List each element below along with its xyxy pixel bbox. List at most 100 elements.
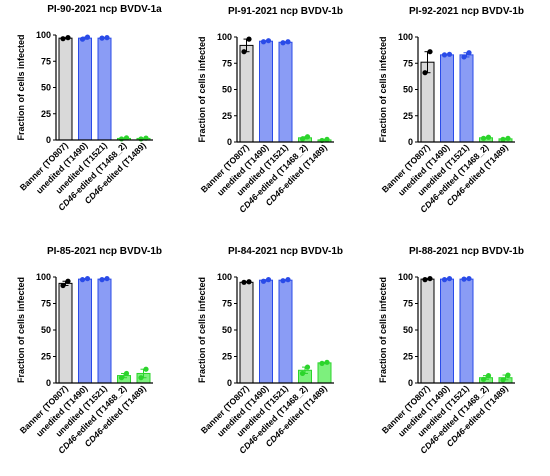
data-point [84,34,91,40]
y-tick-label: 25 [41,352,51,362]
data-point [99,277,105,283]
data-point [138,375,144,381]
chart-title: PI-90-2021 ncp BVDV-1a [47,4,162,15]
bar [239,281,254,384]
y-tick-label: 50 [41,83,51,93]
chart-title: PI-85-2021 ncp BVDV-1b [47,246,162,257]
data-point [427,275,433,282]
data-point [299,370,306,377]
data-point [466,275,472,282]
y-axis-label: Fraction of cells infected [378,277,388,383]
y-tick-label: 0 [46,135,51,145]
data-point [466,50,472,56]
data-point [427,49,433,55]
y-tick-label: 75 [41,299,51,309]
y-tick-label: 0 [408,378,413,388]
y-tick-label: 50 [222,325,232,335]
data-point [104,35,110,41]
y-tick-label: 0 [46,378,51,388]
y-tick-label: 50 [403,85,413,95]
chart-title: PI-88-2021 ncp BVDV-1b [409,246,524,257]
chart-panel-4: PI-85-2021 ncp BVDV-1b Fraction of cells … [16,246,162,456]
bar [97,37,112,141]
y-tick-label: 0 [408,137,413,147]
data-point [319,360,325,366]
data-point [143,366,149,372]
y-tick-label: 100 [217,272,232,282]
data-point [60,282,66,289]
data-point [500,136,506,142]
y-tick-label: 50 [41,325,51,335]
chart-title: PI-91-2021 ncp BVDV-1b [228,6,343,17]
data-point [265,277,272,283]
data-point [441,277,448,283]
data-point [123,370,130,377]
data-point [79,36,86,42]
data-point [265,38,272,44]
data-point [285,39,291,45]
y-tick-label: 75 [222,58,232,68]
data-point [324,359,330,365]
y-tick-label: 100 [398,272,413,282]
bar [78,37,92,141]
data-point [505,135,511,141]
chart-panel-6: PI-88-2021 ncp BVDV-1b Fraction of cells … [378,246,524,456]
chart-panel-5: PI-84-2021 ncp BVDV-1b Fraction of cells … [197,246,343,456]
data-point [285,277,291,283]
y-tick-label: 75 [403,58,413,68]
y-tick-label: 100 [398,32,413,42]
bar [278,279,293,384]
data-point [299,136,306,142]
bar [440,54,454,143]
data-point [422,277,428,283]
bar [459,54,474,143]
data-point [60,36,66,42]
y-tick-label: 25 [222,111,232,121]
y-tick-label: 75 [222,299,232,309]
y-tick-label: 50 [403,325,413,335]
bar [420,278,435,384]
data-point [260,278,267,284]
y-tick-label: 0 [227,378,232,388]
bar [58,37,73,141]
chart-panel-1: PI-90-2021 ncp BVDV-1a Fraction of cells … [16,4,162,213]
data-point [246,279,252,285]
data-point [280,278,286,284]
bar [278,41,293,143]
data-point [446,275,453,282]
y-axis-label: Fraction of cells infected [197,277,207,383]
data-point [99,35,105,41]
data-point [241,49,247,55]
y-tick-label: 25 [403,111,413,121]
data-point [241,279,247,285]
chart-panel-2: PI-91-2021 ncp BVDV-1b Fraction of cells … [197,6,343,215]
chart-title: PI-92-2021 ncp BVDV-1b [409,6,524,17]
y-tick-label: 25 [41,109,51,119]
data-point [65,35,71,41]
data-point [65,278,71,284]
data-point [246,36,252,42]
data-point [500,377,506,383]
data-point [118,375,125,381]
y-tick-label: 100 [217,32,232,42]
data-point [446,51,453,57]
data-point [485,372,492,379]
y-tick-label: 25 [222,352,232,362]
bar [459,278,474,384]
data-point [441,52,448,58]
data-point [422,70,428,76]
bar [259,40,273,143]
data-point [280,40,286,46]
data-point [480,135,487,141]
y-axis-label: Fraction of cells infected [378,36,388,142]
data-point [123,135,130,141]
data-point [461,276,467,282]
y-tick-label: 75 [403,299,413,309]
bar [78,278,92,384]
data-point [304,364,311,370]
data-point [104,275,110,282]
data-point [485,134,492,140]
bar [259,279,273,384]
chart-title: PI-84-2021 ncp BVDV-1b [228,246,343,257]
bar [239,44,254,143]
